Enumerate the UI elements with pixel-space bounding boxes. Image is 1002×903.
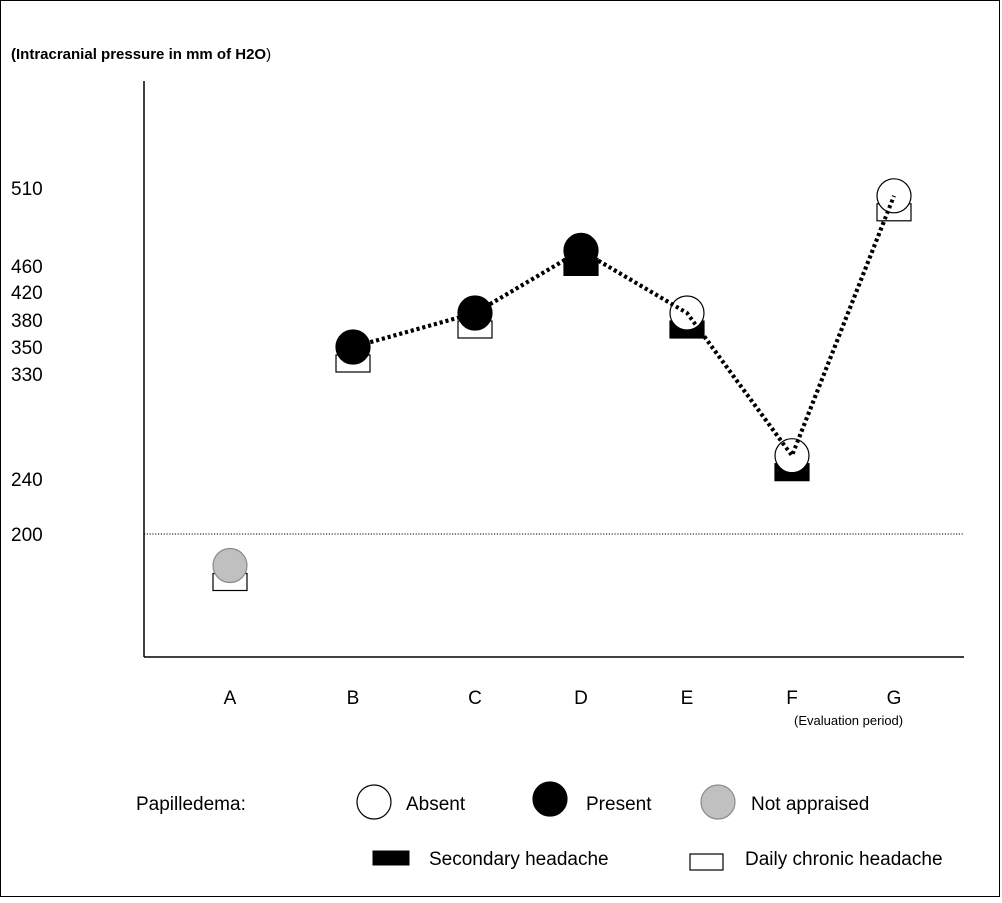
papilledema-not-appraised-marker — [212, 547, 248, 584]
legend-present-swatch — [532, 781, 568, 817]
x-tick-label: A — [224, 688, 237, 709]
papilledema-absent-marker — [774, 438, 810, 474]
x-axis-note: (Evaluation period) — [794, 713, 903, 728]
y-tick-label: 380 — [11, 311, 43, 332]
axes — [143, 81, 964, 658]
legend-papilledema-label: Papilledema: — [136, 794, 246, 815]
y-axis-title-bold: (Intracranial pressure in mm of H2O — [11, 46, 266, 63]
x-tick-label: D — [574, 688, 588, 709]
x-tick-labels: A B C D E F G (Evaluation period) — [224, 688, 903, 728]
x-tick-label: B — [347, 688, 360, 709]
x-tick-label: C — [468, 688, 482, 709]
legend-secondary-swatch — [372, 850, 410, 866]
legend: Papilledema: Absent Present Not appraised Se… — [136, 781, 943, 871]
y-tick-labels: 510 460 420 380 350 330 240 200 — [11, 179, 43, 546]
legend-daily-chronic-label: Daily chronic headache — [745, 849, 943, 870]
y-tick-label: 460 — [11, 257, 43, 278]
y-tick-label: 510 — [11, 179, 43, 200]
legend-daily-chronic-swatch — [689, 853, 724, 871]
y-tick-label: 240 — [11, 470, 43, 491]
series-line — [352, 195, 896, 460]
y-tick-label: 330 — [11, 365, 43, 386]
legend-not-appraised-label: Not appraised — [751, 794, 869, 815]
y-axis-title-paren: ) — [266, 46, 271, 63]
papilledema-present-marker — [563, 232, 599, 268]
y-axis-title: (Intracranial pressure in mm of H2O) — [11, 46, 271, 63]
series-line-overlay — [352, 195, 896, 460]
x-tick-label: E — [681, 688, 694, 709]
legend-secondary-label: Secondary headache — [429, 849, 609, 870]
y-tick-label: 200 — [11, 525, 43, 546]
x-tick-label: F — [786, 688, 798, 709]
y-tick-label: 350 — [11, 338, 43, 359]
markers — [212, 178, 912, 592]
legend-not-appraised-swatch — [700, 784, 736, 820]
legend-present-label: Present — [586, 794, 652, 815]
series-line-group — [352, 195, 896, 460]
x-tick-label: G — [887, 688, 902, 709]
legend-absent-label: Absent — [406, 794, 466, 815]
y-tick-label: 420 — [11, 283, 43, 304]
legend-absent-swatch — [356, 784, 392, 820]
svg-text:(Intracranial pressure in mm o: (Intracranial pressure in mm of H2O) — [11, 46, 271, 63]
